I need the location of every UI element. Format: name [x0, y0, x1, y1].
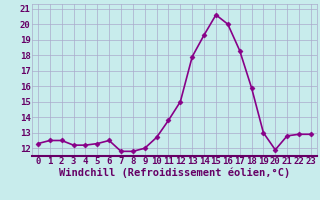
X-axis label: Windchill (Refroidissement éolien,°C): Windchill (Refroidissement éolien,°C) [59, 168, 290, 178]
